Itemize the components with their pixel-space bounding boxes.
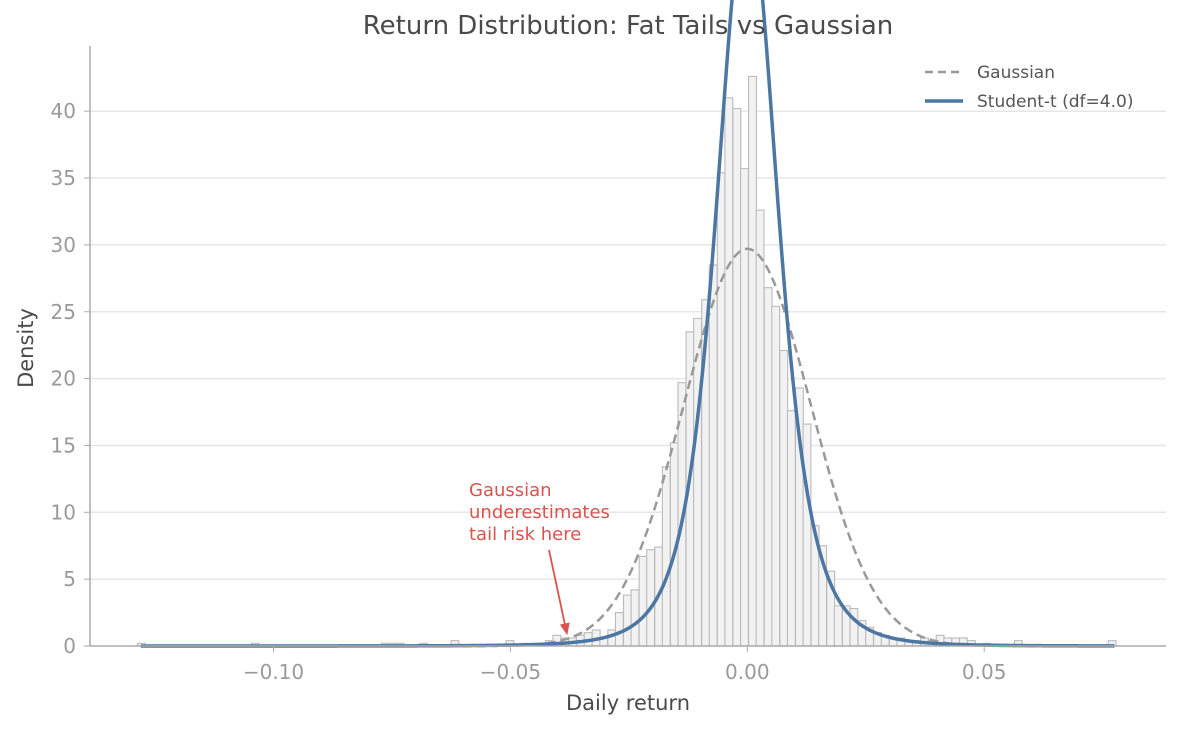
histogram-bar <box>755 209 765 647</box>
histogram <box>136 75 1117 647</box>
ticks: 0 5 10 15 20 25 30 35 40 −0.10 −0.05 0.00 0.05 <box>51 99 1007 684</box>
histogram-bar <box>716 172 726 647</box>
y-tick-label: 25 <box>51 300 76 324</box>
curves <box>140 0 1115 648</box>
x-tick-label: −0.05 <box>480 660 541 684</box>
y-tick-label: 40 <box>51 99 76 123</box>
x-tick-label: 0.05 <box>962 660 1007 684</box>
histogram-bar <box>771 305 781 647</box>
annotation: Gaussian underestimates tail risk here <box>469 480 610 636</box>
annotation-line-1: Gaussian <box>469 480 552 501</box>
annotation-line-3: tail risk here <box>469 524 581 545</box>
histogram-bar <box>763 287 773 647</box>
histogram-bar <box>786 410 796 647</box>
y-tick-label: 15 <box>51 433 76 457</box>
histogram-bar <box>739 168 749 647</box>
y-tick-label: 20 <box>51 367 76 391</box>
legend-label-gaussian: Gaussian <box>977 63 1055 83</box>
histogram-bar <box>724 97 734 647</box>
chart-title: Return Distribution: Fat Tails vs Gaussi… <box>363 11 893 41</box>
histogram-bar <box>779 349 789 647</box>
axes <box>89 46 1166 647</box>
histogram-bar <box>708 264 718 647</box>
histogram-bar <box>833 605 843 647</box>
y-tick-label: 0 <box>63 634 76 658</box>
annotation-arrow <box>548 549 566 624</box>
histogram-bar <box>646 549 656 647</box>
legend: Gaussian Student-t (df=4.0) <box>925 63 1133 112</box>
histogram-bar <box>614 612 624 647</box>
grid <box>90 110 1166 580</box>
x-tick-label: −0.10 <box>243 660 304 684</box>
y-tick-label: 5 <box>63 567 76 591</box>
histogram-bar <box>802 423 812 647</box>
histogram-bar <box>638 555 648 647</box>
histogram-bar <box>630 589 640 647</box>
y-axis-label: Density <box>14 308 38 388</box>
histogram-bar <box>732 107 742 647</box>
annotation-line-2: underestimates <box>469 502 610 523</box>
histogram-bar <box>748 75 757 647</box>
y-tick-label: 10 <box>51 500 76 524</box>
annotation-arrow-head <box>559 622 570 636</box>
y-tick-label: 30 <box>51 233 76 257</box>
x-tick-label: 0.00 <box>725 660 770 684</box>
histogram-bar <box>661 466 671 647</box>
x-axis-label: Daily return <box>566 691 690 715</box>
gaussian-curve <box>140 247 1115 648</box>
histogram-bar <box>622 594 632 647</box>
student-t-curve <box>140 0 1115 648</box>
y-tick-label: 35 <box>51 166 76 190</box>
legend-label-student-t: Student-t (df=4.0) <box>977 92 1133 112</box>
